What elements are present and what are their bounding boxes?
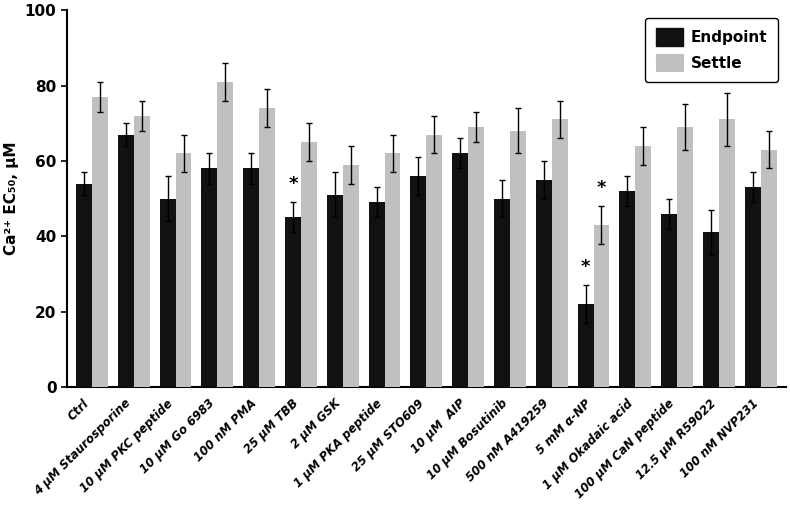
Legend: Endpoint, Settle: Endpoint, Settle xyxy=(645,18,778,82)
Bar xyxy=(577,304,593,387)
Bar xyxy=(201,169,217,387)
Bar xyxy=(677,127,693,387)
Bar xyxy=(243,169,259,387)
Bar xyxy=(510,131,526,387)
Bar xyxy=(703,232,719,387)
Text: *: * xyxy=(581,258,590,276)
Bar xyxy=(468,127,484,387)
Bar xyxy=(619,191,635,387)
Bar xyxy=(494,198,510,387)
Bar xyxy=(134,116,149,387)
Bar xyxy=(635,146,651,387)
Bar xyxy=(745,187,761,387)
Bar xyxy=(369,203,385,387)
Bar xyxy=(175,154,191,387)
Bar xyxy=(536,180,551,387)
Bar xyxy=(453,154,468,387)
Bar xyxy=(217,82,233,387)
Bar xyxy=(118,134,134,387)
Bar xyxy=(343,165,359,387)
Bar xyxy=(551,120,568,387)
Bar xyxy=(427,134,442,387)
Bar xyxy=(661,214,677,387)
Bar xyxy=(301,142,317,387)
Bar xyxy=(76,183,92,387)
Bar xyxy=(160,198,175,387)
Text: *: * xyxy=(596,179,606,196)
Bar xyxy=(761,149,777,387)
Bar xyxy=(411,176,427,387)
Bar xyxy=(327,195,343,387)
Bar xyxy=(285,218,301,387)
Y-axis label: Ca²⁺ EC₅₀, μM: Ca²⁺ EC₅₀, μM xyxy=(4,142,19,256)
Text: *: * xyxy=(288,175,298,193)
Bar xyxy=(92,97,108,387)
Bar xyxy=(385,154,401,387)
Bar xyxy=(259,108,275,387)
Bar xyxy=(593,225,609,387)
Bar xyxy=(719,120,735,387)
